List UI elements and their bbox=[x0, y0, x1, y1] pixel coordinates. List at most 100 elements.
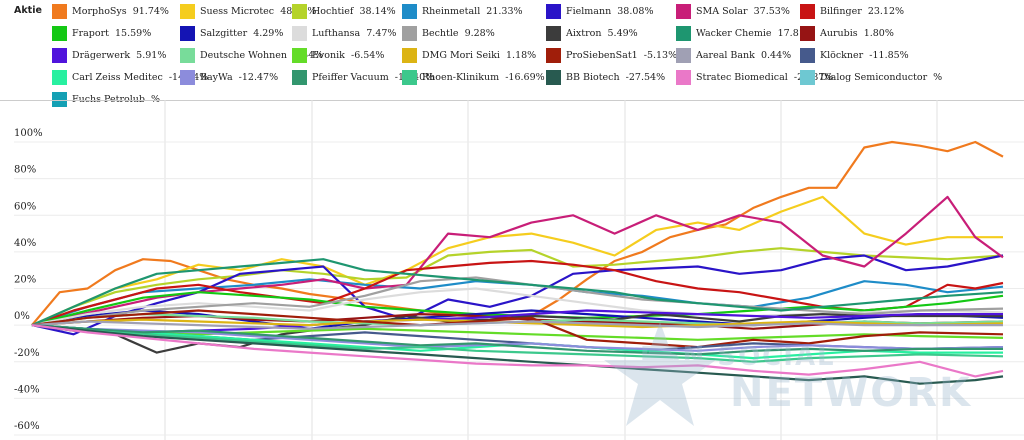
legend-item[interactable]: Aixtron 5.49% bbox=[546, 25, 638, 41]
legend-item[interactable]: Aareal Bank 0.44% bbox=[676, 47, 791, 63]
series-line-rhoen-klinikum bbox=[31, 324, 1004, 363]
legend-label: Wacker Chemie bbox=[696, 27, 772, 39]
legend-label: Bechtle bbox=[422, 27, 459, 39]
legend-value: -5.13% bbox=[643, 49, 678, 61]
legend-label: MorphoSys bbox=[72, 5, 127, 17]
legend-value: 23.12% bbox=[867, 5, 905, 17]
legend-item[interactable]: Bilfinger 23.12% bbox=[800, 3, 904, 19]
legend-item[interactable]: ProSiebenSat1 -5.13% bbox=[546, 47, 677, 63]
y-tick-label: 40% bbox=[14, 238, 36, 249]
legend-swatch bbox=[402, 3, 417, 19]
legend-item[interactable]: Drägerwerk 5.91% bbox=[52, 47, 166, 63]
legend-item[interactable]: Hochtief 38.14% bbox=[292, 3, 396, 19]
y-tick-label: -40% bbox=[14, 384, 40, 395]
legend-label: DMG Mori Seiki bbox=[422, 49, 500, 61]
legend-swatch bbox=[52, 91, 67, 107]
series-line-aareal-bank bbox=[31, 320, 1003, 330]
legend-item[interactable]: Dialog Semiconductor % bbox=[800, 69, 942, 85]
legend-label: Aareal Bank bbox=[696, 49, 755, 61]
legend-swatch bbox=[292, 47, 307, 63]
legend-item[interactable]: SMA Solar 37.53% bbox=[676, 3, 790, 19]
legend-value: -12.47% bbox=[238, 71, 279, 83]
legend-swatch bbox=[676, 47, 691, 63]
legend-item[interactable]: Fielmann 38.08% bbox=[546, 3, 653, 19]
legend-item[interactable]: BB Biotech -27.54% bbox=[546, 69, 665, 85]
legend-label: Rheinmetall bbox=[422, 5, 481, 17]
legend-item[interactable]: Rheinmetall 21.33% bbox=[402, 3, 523, 19]
legend-value: -16.69% bbox=[505, 71, 545, 83]
legend-item[interactable]: Klöckner -11.85% bbox=[800, 47, 909, 63]
series-line-hochtief bbox=[31, 247, 1004, 327]
legend-label: BB Biotech bbox=[566, 71, 620, 83]
y-tick-label: 0% bbox=[14, 311, 30, 322]
legend-item[interactable]: MorphoSys 91.74% bbox=[52, 3, 169, 19]
legend-label: Dialog Semiconductor bbox=[820, 71, 928, 83]
legend-value: 17.81% bbox=[777, 27, 814, 39]
legend-swatch bbox=[292, 69, 307, 85]
legend-swatch bbox=[800, 25, 815, 41]
legend-label: Pfeiffer Vacuum bbox=[312, 71, 389, 83]
legend-swatch bbox=[676, 3, 691, 19]
legend-value: 5.91% bbox=[136, 49, 167, 61]
series-line-bechtle bbox=[31, 276, 1004, 327]
series-line-prosiebensat1 bbox=[31, 309, 1004, 349]
legend-item[interactable]: BayWa -12.47% bbox=[180, 69, 278, 85]
legend-label: Lufthansa bbox=[312, 27, 361, 39]
legend-item[interactable]: Deutsche Wohnen 1.54% bbox=[180, 47, 323, 63]
legend-item[interactable]: Lufthansa 7.47% bbox=[292, 25, 396, 41]
legend-label: Suess Microtec bbox=[200, 5, 275, 17]
legend-label: Aixtron bbox=[566, 27, 602, 39]
legend-value: 7.47% bbox=[366, 27, 397, 39]
legend-value: -27.54% bbox=[625, 71, 666, 83]
legend-swatch bbox=[676, 69, 691, 85]
legend-label: Rhoen-Klinikum bbox=[422, 71, 500, 83]
y-tick-label: 80% bbox=[14, 165, 36, 176]
y-tick-label: -60% bbox=[14, 421, 40, 432]
legend-label: Fraport bbox=[72, 27, 109, 39]
legend-value: 1.80% bbox=[863, 27, 894, 39]
legend-swatch bbox=[676, 25, 691, 41]
legend-item[interactable]: Evonik -6.54% bbox=[292, 47, 384, 63]
legend-item[interactable]: Fuchs Petrolub % bbox=[52, 91, 160, 107]
legend-value: 91.74% bbox=[132, 5, 169, 17]
legend-item[interactable]: DMG Mori Seiki 1.18% bbox=[402, 47, 536, 63]
legend-value: -6.54% bbox=[350, 49, 385, 61]
legend-swatch bbox=[52, 25, 67, 41]
legend-item[interactable]: Aurubis 1.80% bbox=[800, 25, 894, 41]
series-line-wacker-chemie bbox=[31, 258, 1004, 327]
legend-swatch bbox=[180, 3, 195, 19]
legend-swatch bbox=[800, 69, 815, 85]
legend-value: 15.59% bbox=[115, 27, 152, 39]
legend-swatch bbox=[52, 69, 67, 85]
legend-value: % bbox=[151, 93, 161, 105]
legend-swatch bbox=[292, 25, 307, 41]
legend-label: Evonik bbox=[312, 49, 345, 61]
legend-swatch bbox=[180, 47, 195, 63]
legend-value: 9.28% bbox=[464, 27, 495, 39]
series-line-evonik bbox=[31, 324, 1004, 341]
legend-value: 1.54% bbox=[293, 49, 324, 61]
legend-item[interactable]: Rhoen-Klinikum -16.69% bbox=[402, 69, 545, 85]
legend-label: Fuchs Petrolub bbox=[72, 93, 145, 105]
legend-value: % bbox=[933, 71, 943, 83]
legend-value: 21.33% bbox=[486, 5, 523, 17]
legend-label: Bilfinger bbox=[820, 5, 862, 17]
chart-legend: Aktie MorphoSys 91.74%Suess Microtec 48.… bbox=[0, 0, 1024, 107]
legend-swatch bbox=[402, 69, 417, 85]
legend-label: Fielmann bbox=[566, 5, 612, 17]
legend-label: BayWa bbox=[200, 71, 233, 83]
legend-label: Salzgitter bbox=[200, 27, 248, 39]
line-chart: 100% 80% 60% 40% 20% 0% -20% -40% -60% bbox=[0, 100, 1024, 440]
legend-label: Stratec Biomedical bbox=[696, 71, 788, 83]
y-axis-labels: 100% 80% 60% 40% 20% 0% -20% -40% -60% bbox=[14, 128, 43, 432]
legend-item[interactable]: Fraport 15.59% bbox=[52, 25, 151, 41]
legend-item[interactable]: Bechtle 9.28% bbox=[402, 25, 495, 41]
legend-label: Drägerwerk bbox=[72, 49, 131, 61]
legend-swatch bbox=[402, 25, 417, 41]
legend-item[interactable]: Salzgitter 4.29% bbox=[180, 25, 283, 41]
legend-label: SMA Solar bbox=[696, 5, 748, 17]
legend-swatch bbox=[180, 25, 195, 41]
legend-label: Carl Zeiss Meditec bbox=[72, 71, 163, 83]
legend-item[interactable]: Wacker Chemie 17.81% bbox=[676, 25, 814, 41]
legend-value: -11.85% bbox=[869, 49, 909, 61]
